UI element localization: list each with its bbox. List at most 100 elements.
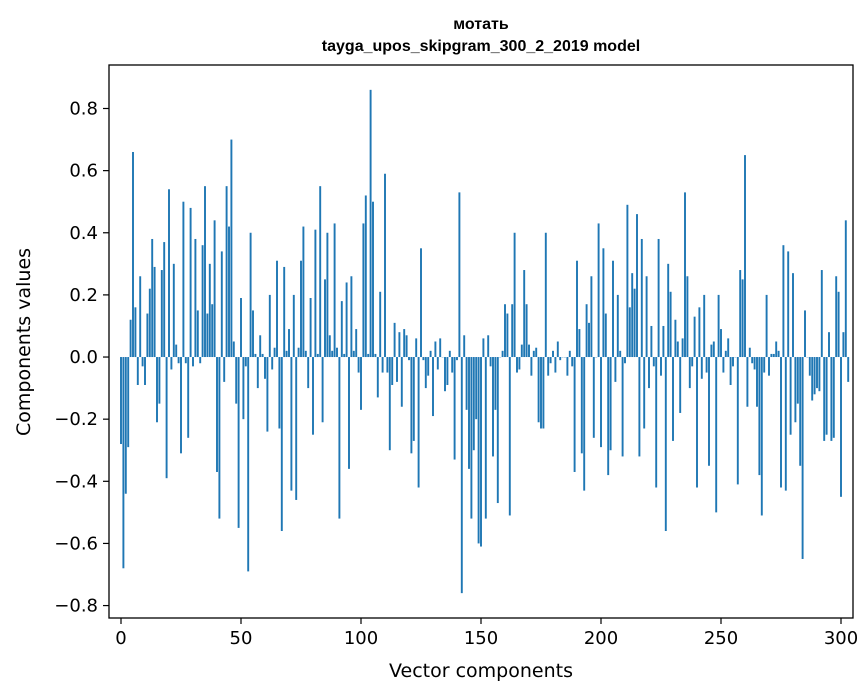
bar	[758, 357, 761, 476]
bar	[434, 341, 437, 358]
bar	[619, 350, 622, 358]
bar	[494, 357, 497, 410]
plot-frame	[108, 64, 854, 619]
bar	[237, 357, 240, 528]
bar	[127, 357, 130, 448]
bar	[626, 204, 629, 358]
bar	[292, 294, 295, 358]
bar	[724, 350, 727, 358]
chart-title: мотать	[453, 16, 509, 33]
bar	[732, 357, 734, 367]
bar	[580, 357, 583, 454]
bar	[744, 155, 746, 358]
bar	[770, 353, 773, 358]
bar	[477, 357, 480, 544]
bar	[568, 350, 571, 358]
bar	[300, 260, 302, 358]
bar	[316, 353, 319, 358]
bar	[614, 357, 617, 382]
bar	[832, 357, 835, 438]
x-tick-label: 100	[344, 628, 378, 649]
bar	[439, 338, 442, 358]
bar	[360, 357, 362, 410]
bar	[667, 263, 670, 358]
bar	[777, 350, 780, 358]
bar	[153, 266, 156, 358]
bar	[254, 353, 257, 358]
y-tick-label: −0.4	[54, 471, 98, 492]
x-axis-label: Vector components	[389, 660, 573, 682]
bar	[273, 347, 276, 358]
bar	[609, 357, 612, 451]
bar	[583, 357, 586, 491]
x-tick-label: 200	[584, 628, 618, 649]
bar	[163, 242, 166, 358]
bar	[679, 357, 682, 413]
bar	[823, 357, 826, 441]
bar	[424, 357, 427, 389]
bar	[693, 316, 696, 358]
bar	[588, 322, 590, 358]
bar	[141, 357, 144, 367]
bar	[312, 357, 314, 435]
bar	[585, 304, 588, 358]
bar	[470, 357, 473, 519]
bar	[192, 357, 194, 367]
bar	[180, 357, 182, 454]
bar	[314, 229, 317, 358]
bar	[552, 350, 554, 358]
bar	[345, 282, 348, 358]
bar	[631, 273, 634, 358]
bar	[475, 357, 478, 420]
bar	[261, 353, 264, 358]
bar	[223, 357, 226, 382]
y-tick-label: −0.8	[54, 596, 98, 617]
bar	[672, 357, 674, 441]
bar	[189, 207, 192, 358]
bar	[328, 335, 331, 358]
bar	[703, 294, 706, 358]
bar	[213, 220, 216, 358]
bar	[194, 238, 197, 358]
bar	[720, 329, 722, 358]
bar	[710, 344, 713, 358]
bar	[482, 338, 485, 358]
bar	[136, 357, 139, 385]
bar	[256, 357, 259, 389]
bar	[715, 357, 718, 513]
x-tick-label: 50	[230, 628, 253, 649]
bar	[216, 357, 218, 472]
bar	[760, 357, 763, 516]
bar	[122, 357, 125, 569]
bar	[518, 357, 521, 370]
bar	[211, 304, 214, 358]
bar	[460, 357, 463, 594]
bar	[607, 357, 610, 476]
bar	[662, 325, 665, 358]
bar	[168, 189, 170, 358]
bar	[736, 357, 739, 485]
bar	[410, 357, 413, 454]
bar	[432, 357, 434, 417]
bar	[676, 341, 679, 358]
y-tick-label: 0.0	[69, 347, 98, 368]
bar	[304, 350, 307, 358]
bar	[268, 294, 271, 358]
bar	[283, 266, 286, 358]
bar	[705, 357, 708, 373]
bar	[645, 276, 648, 358]
bar	[840, 357, 842, 497]
bar	[748, 347, 751, 358]
bar	[369, 89, 372, 358]
bar	[554, 357, 557, 373]
bar	[650, 325, 653, 358]
y-tick-label: 0.8	[69, 98, 98, 119]
bar	[708, 357, 710, 466]
bar	[727, 338, 730, 358]
y-tick-label: −0.6	[54, 533, 98, 554]
x-tick-label: 300	[824, 628, 858, 649]
bar	[684, 192, 686, 358]
y-tick-label: 0.6	[69, 161, 98, 182]
bar	[624, 357, 626, 364]
bar	[712, 341, 715, 358]
